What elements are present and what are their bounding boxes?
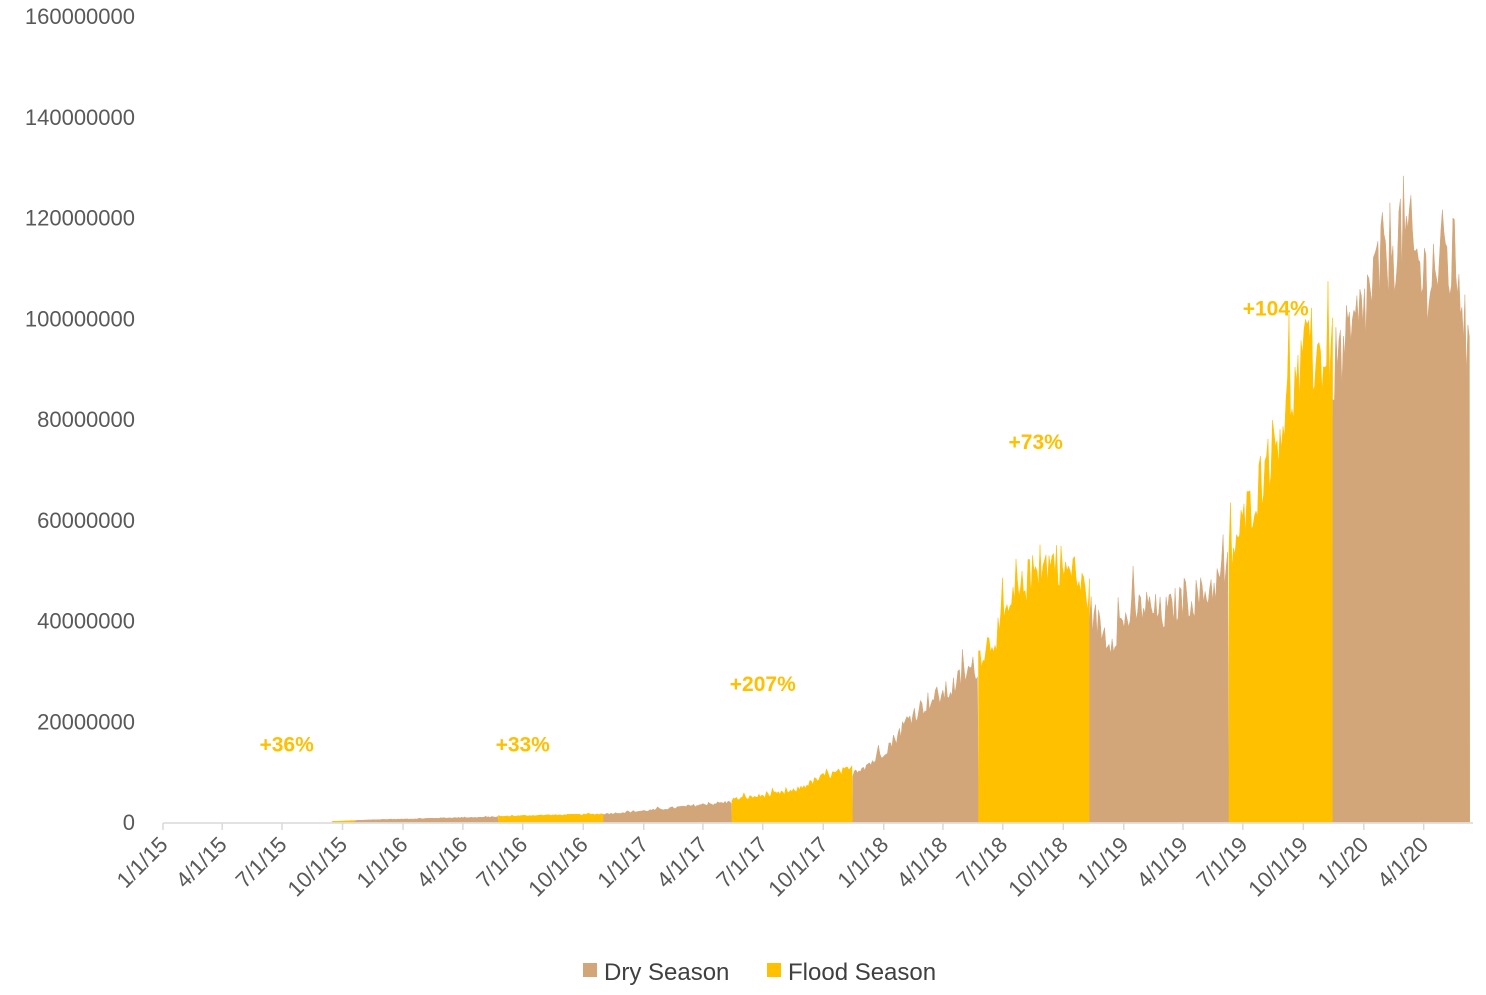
y-tick-label: 80000000 [37,407,135,432]
legend-swatch-dry [583,963,597,977]
x-tick-label: 10/1/18 [1003,832,1073,902]
y-tick-label: 120000000 [25,206,135,231]
legend: Dry Season Flood Season [583,959,936,986]
x-tick-label: 10/1/17 [763,832,833,902]
y-tick-label: 20000000 [37,709,135,734]
growth-annotation: +33% [496,733,551,756]
annotations: +36% +33% +207% +73% +104% [259,298,1309,757]
x-tick-label: 10/1/15 [282,832,352,902]
legend-label-flood: Flood Season [788,959,936,986]
y-tick-label: 0 [123,810,135,835]
y-tick-label: 140000000 [25,105,135,130]
flood-season-area-2 [498,812,604,823]
growth-annotation: +104% [1243,298,1309,321]
y-tick-labels: 0 20000000 40000000 60000000 80000000 1000000… [25,4,135,835]
x-tick-label: 4/1/17 [652,832,713,893]
x-tick-label: 4/1/19 [1132,832,1193,893]
dry-season-area-3 [603,800,733,823]
flood-season-area-8 [1228,281,1334,823]
growth-annotation: +207% [730,673,796,696]
x-tick-label: 1/1/15 [112,832,173,893]
flood-season-area-0 [331,820,356,823]
flood-season-area-4 [731,764,854,823]
y-tick-label: 160000000 [25,4,135,29]
x-tick-label: 1/1/19 [1072,832,1133,893]
x-tick-label: 10/1/19 [1243,832,1313,902]
dry-season-area-7 [1089,534,1230,823]
y-tick-label: 40000000 [37,609,135,634]
legend-label-dry: Dry Season [604,959,729,986]
dry-season-area-5 [852,649,979,823]
x-tick-label: 1/1/20 [1312,832,1373,893]
x-tick-label: 4/1/15 [171,832,232,893]
flood-season-area-6 [978,544,1090,823]
dry-season-area-9 [1332,175,1470,823]
dry-season-area-1 [354,815,499,823]
y-tick-label: 100000000 [25,306,135,331]
y-tick-label: 60000000 [37,508,135,533]
legend-swatch-flood [767,963,781,977]
x-tick-label: 4/1/16 [411,832,472,893]
x-tick-label: 4/1/18 [892,832,953,893]
x-tick-label: 1/1/18 [832,832,893,893]
x-tick-label: 10/1/16 [523,832,593,902]
x-tick-label: 4/1/20 [1372,832,1433,893]
area-series [331,175,1470,823]
growth-annotation: +36% [259,733,314,756]
growth-annotation: +73% [1009,431,1064,454]
x-tick-label: 1/1/16 [352,832,413,893]
x-tick-label: 1/1/17 [592,832,653,893]
